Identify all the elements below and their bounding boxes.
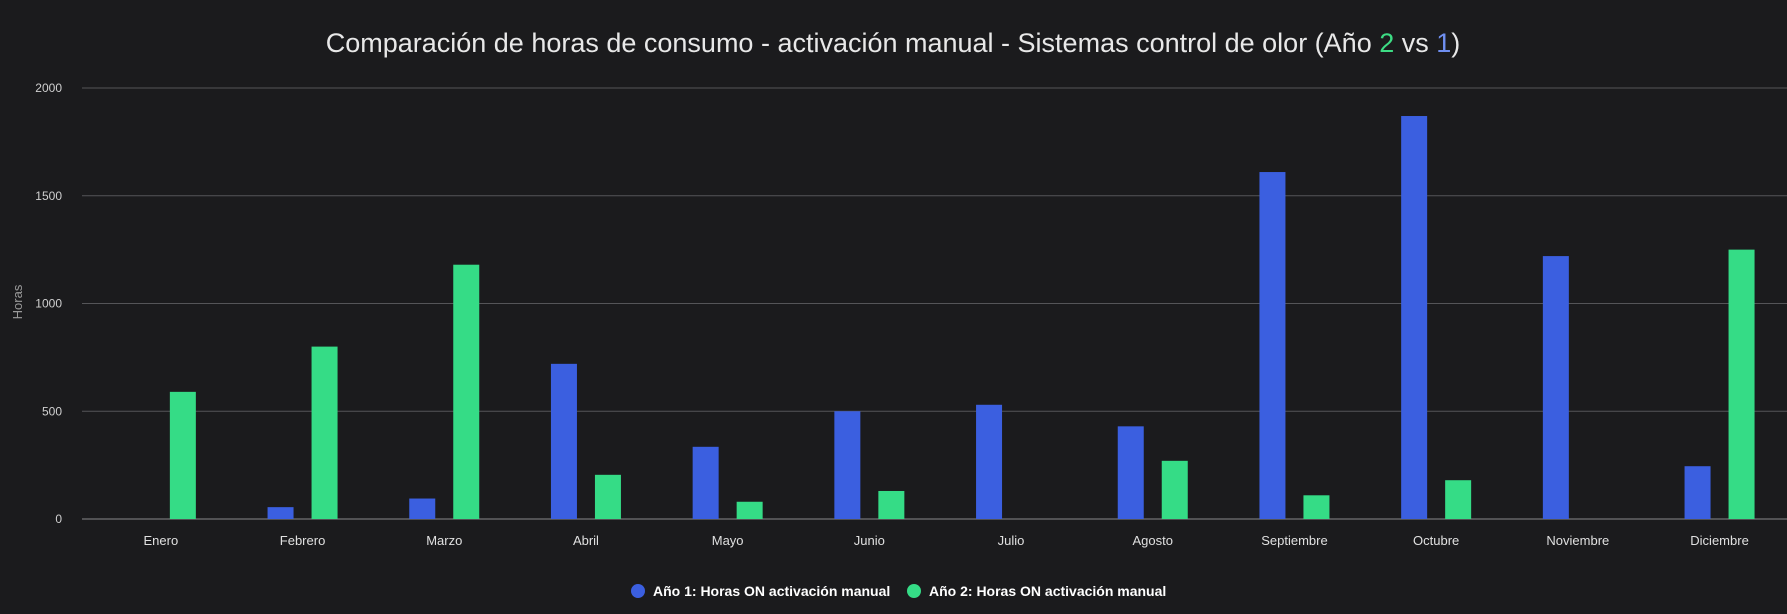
y-axis-label: Horas (10, 284, 25, 319)
y-tick-label: 1000 (35, 297, 62, 311)
title-part-0: Comparación de horas de consumo - activa… (326, 28, 1380, 58)
bar-1-agosto[interactable] (1117, 426, 1144, 519)
y-tick-label: 0 (55, 512, 62, 526)
bar-2-septiembre[interactable] (1303, 495, 1330, 519)
bar-2-octubre[interactable] (1445, 480, 1472, 519)
title-part-3: 1 (1436, 28, 1451, 58)
title-part-2: vs (1394, 28, 1436, 58)
legend-item-1[interactable]: Año 1: Horas ON activación manual (631, 583, 890, 599)
bar-2-junio[interactable] (878, 490, 905, 519)
title-part-4: ) (1451, 28, 1460, 58)
bar-1-junio[interactable] (834, 411, 861, 519)
legend-swatch (631, 584, 645, 598)
chart-title: Comparación de horas de consumo - activa… (326, 28, 1461, 58)
bar-2-marzo[interactable] (453, 264, 480, 519)
bar-2-abril[interactable] (594, 474, 621, 519)
x-tick-label: Octubre (1413, 533, 1459, 548)
bar-1-octubre[interactable] (1401, 116, 1428, 519)
bar-1-julio[interactable] (976, 404, 1003, 519)
y-tick-label: 2000 (35, 81, 62, 95)
bar-2-agosto[interactable] (1161, 460, 1188, 519)
bar-2-febrero[interactable] (311, 346, 338, 519)
x-tick-label: Septiembre (1261, 533, 1327, 548)
bar-1-febrero[interactable] (267, 507, 294, 519)
bar-2-enero[interactable] (169, 391, 196, 519)
bar-2-mayo[interactable] (736, 501, 763, 519)
x-tick-label: Febrero (280, 533, 326, 548)
x-axis-ticks: Enero Febrero Marzo Abril Mayo Junio Julio Agos… (143, 533, 1748, 548)
x-tick-label: Diciembre (1690, 533, 1749, 548)
legend[interactable]: Año 1: Horas ON activación manual Año 2: … (631, 583, 1166, 599)
bar-1-septiembre[interactable] (1259, 172, 1286, 520)
legend-label: Año 2: Horas ON activación manual (929, 583, 1166, 599)
x-tick-label: Mayo (712, 533, 744, 548)
bar-1-abril[interactable] (550, 363, 577, 519)
x-tick-label: Julio (998, 533, 1025, 548)
legend-label: Año 1: Horas ON activación manual (653, 583, 890, 599)
legend-swatch (907, 584, 921, 598)
x-tick-label: Abril (573, 533, 599, 548)
x-tick-label: Agosto (1133, 533, 1173, 548)
y-tick-label: 500 (42, 404, 62, 418)
bar-1-diciembre[interactable] (1684, 466, 1711, 519)
x-tick-label: Junio (854, 533, 885, 548)
x-tick-label: Enero (143, 533, 178, 548)
x-tick-label: Marzo (426, 533, 462, 548)
y-tick-label: 1500 (35, 189, 62, 203)
legend-item-2[interactable]: Año 2: Horas ON activación manual (907, 583, 1166, 599)
gridlines (82, 87, 1787, 520)
bar-1-noviembre[interactable] (1542, 256, 1569, 519)
bar-1-mayo[interactable] (692, 446, 719, 519)
bar-1-marzo[interactable] (409, 498, 436, 519)
title-part-1: 2 (1379, 28, 1394, 58)
bars (169, 116, 1755, 520)
x-tick-label: Noviembre (1546, 533, 1609, 548)
y-axis-ticks: 0 500 1000 1500 2000 (35, 81, 62, 526)
bar-2-diciembre[interactable] (1728, 249, 1755, 519)
